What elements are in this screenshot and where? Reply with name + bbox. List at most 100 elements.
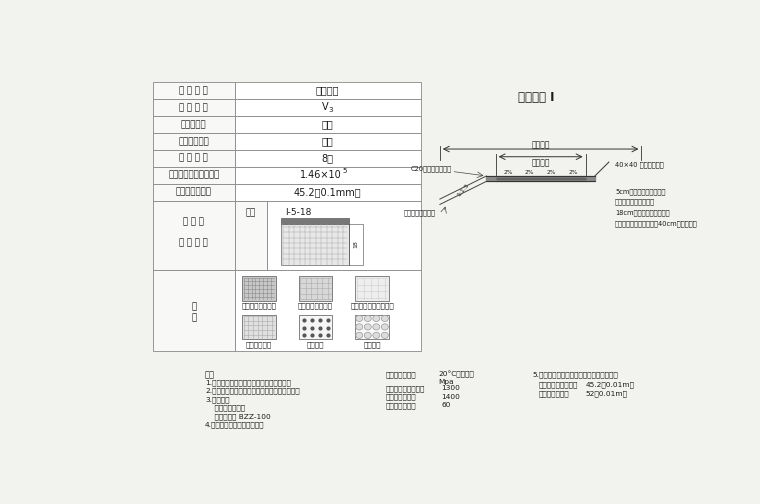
Text: 中粒式氥青混凝土：: 中粒式氥青混凝土：: [385, 385, 425, 392]
Text: 40×40 重置片石边沟: 40×40 重置片石边沟: [615, 161, 663, 168]
Bar: [153, 201, 235, 270]
Ellipse shape: [364, 324, 372, 330]
Bar: [235, 201, 267, 270]
Text: 路 面 结 构: 路 面 结 构: [179, 238, 208, 247]
Text: 52（0.01m）: 52（0.01m）: [585, 391, 628, 397]
Text: 设 计 年 限: 设 计 年 限: [179, 154, 208, 163]
Text: 1400: 1400: [442, 394, 461, 400]
Text: 路面结构 I: 路面结构 I: [518, 91, 555, 104]
Bar: [235, 270, 420, 351]
Text: 1.46×10: 1.46×10: [300, 170, 342, 180]
Bar: [356, 314, 388, 339]
Bar: [153, 116, 235, 133]
Text: 1:1.5: 1:1.5: [456, 182, 470, 198]
Bar: [235, 183, 420, 201]
Bar: [235, 133, 420, 150]
Text: 处层氥青路面：: 处层氥青路面：: [385, 402, 416, 409]
Ellipse shape: [382, 332, 388, 339]
Text: 水泥稳定碎石：: 水泥稳定碎石：: [385, 394, 416, 400]
Bar: [153, 133, 235, 150]
Text: 公路等级：四级: 公路等级：四级: [205, 404, 245, 411]
Bar: [153, 150, 235, 167]
Text: 片石扣基: 片石扣基: [363, 341, 381, 348]
Bar: [235, 99, 420, 116]
Text: 自 然 区 域: 自 然 区 域: [179, 103, 208, 112]
Bar: [356, 276, 388, 301]
Bar: [242, 276, 276, 301]
Text: 路基干燥类型: 路基干燥类型: [179, 137, 209, 146]
Text: 改建或新建: 改建或新建: [181, 120, 207, 129]
Text: 2%: 2%: [568, 170, 578, 175]
Text: 中粒式氥青混凝土: 中粒式氥青混凝土: [298, 303, 333, 309]
Text: 轴载标准： BZZ-100: 轴载标准： BZZ-100: [205, 413, 271, 419]
Text: 设计弯沉弯沉值: 设计弯沉弯沉值: [176, 187, 212, 197]
Text: 2%: 2%: [525, 170, 534, 175]
Text: 5: 5: [342, 168, 347, 174]
Text: 20°C抗压模量: 20°C抗压模量: [439, 371, 474, 379]
Text: Mpa: Mpa: [439, 379, 454, 385]
Text: 例: 例: [192, 313, 196, 323]
Ellipse shape: [373, 332, 380, 339]
Text: 建层路面（路基最小压实40cm片石扣基）: 建层路面（路基最小压实40cm片石扣基）: [615, 220, 698, 227]
Text: 图: 图: [192, 302, 196, 311]
Ellipse shape: [356, 332, 363, 339]
Bar: [349, 224, 363, 265]
Bar: [235, 82, 420, 99]
Bar: [235, 150, 420, 167]
Text: 45.2（0.01m）: 45.2（0.01m）: [585, 382, 635, 388]
Bar: [281, 224, 349, 265]
Text: 4.路面各结构材料抗压模量：: 4.路面各结构材料抗压模量：: [205, 421, 264, 428]
Bar: [153, 99, 235, 116]
Text: 注：: 注：: [205, 370, 215, 379]
Text: 5cm厚中粒式氥青混凝土: 5cm厚中粒式氥青混凝土: [615, 188, 666, 195]
Text: 浆砂片石加固路肩: 浆砂片石加固路肩: [404, 210, 436, 216]
Text: 3: 3: [328, 107, 333, 113]
Ellipse shape: [373, 316, 380, 322]
Text: 透层氥青（不计厕度）: 透层氥青（不计厕度）: [350, 303, 394, 309]
Text: 硬路宽度: 硬路宽度: [531, 158, 550, 167]
Bar: [235, 116, 420, 133]
Text: 一个车道累计当量轴次: 一个车道累计当量轴次: [168, 171, 220, 180]
Text: 8年: 8年: [321, 153, 334, 163]
Text: 2%: 2%: [546, 170, 556, 175]
Bar: [281, 218, 349, 224]
Text: 1.图中尺寸以厘米计，路面结构为示意图。: 1.图中尺寸以厘米计，路面结构为示意图。: [205, 379, 291, 386]
Text: C20混凝土加固路肩: C20混凝土加固路肩: [410, 165, 451, 171]
Text: 3.设计参数: 3.设计参数: [205, 396, 230, 403]
Text: V: V: [322, 102, 328, 112]
Text: 18: 18: [353, 240, 359, 248]
Text: 改建: 改建: [321, 119, 334, 130]
Text: 60: 60: [442, 402, 451, 408]
Text: 45.2（0.1mm）: 45.2（0.1mm）: [293, 187, 361, 197]
Bar: [299, 276, 332, 301]
Ellipse shape: [356, 316, 363, 322]
Text: 中湿: 中湿: [321, 136, 334, 146]
Bar: [267, 201, 420, 270]
Bar: [299, 314, 332, 339]
Text: I-5-18: I-5-18: [286, 209, 312, 217]
Text: 中粒式氥青混凝土：: 中粒式氥青混凝土：: [539, 382, 578, 388]
Text: 水泥稳定碎石: 水泥稳定碎石: [245, 341, 272, 348]
Text: 路基宽度: 路基宽度: [531, 140, 550, 149]
Bar: [153, 167, 235, 183]
Ellipse shape: [373, 324, 380, 330]
Ellipse shape: [364, 316, 372, 322]
Text: 水泥稳定碎石：: 水泥稳定碎石：: [539, 391, 570, 397]
Text: 级配碎石: 级配碎石: [307, 341, 325, 348]
Text: 行 车 道: 行 车 道: [183, 218, 204, 227]
Text: 1300: 1300: [442, 386, 461, 392]
Ellipse shape: [382, 316, 388, 322]
Bar: [153, 270, 235, 351]
Text: 18cm厚水泥稳定碎石基层: 18cm厚水泥稳定碎石基层: [615, 210, 670, 216]
Text: 沥青路面: 沥青路面: [315, 86, 339, 96]
Text: 5.路面各结构层及土基顶面施工验收标准：: 5.路面各结构层及土基顶面施工验收标准：: [533, 371, 619, 378]
Text: 代号: 代号: [245, 209, 256, 217]
Bar: [235, 167, 420, 183]
Ellipse shape: [382, 324, 388, 330]
Text: 细粒式氥青混凝土: 细粒式氥青混凝土: [242, 303, 277, 309]
Text: 结构层材料名称: 结构层材料名称: [385, 371, 416, 378]
Ellipse shape: [356, 324, 363, 330]
Bar: [242, 314, 276, 339]
Text: 路 面 类 型: 路 面 类 型: [179, 86, 208, 95]
Ellipse shape: [364, 332, 372, 339]
